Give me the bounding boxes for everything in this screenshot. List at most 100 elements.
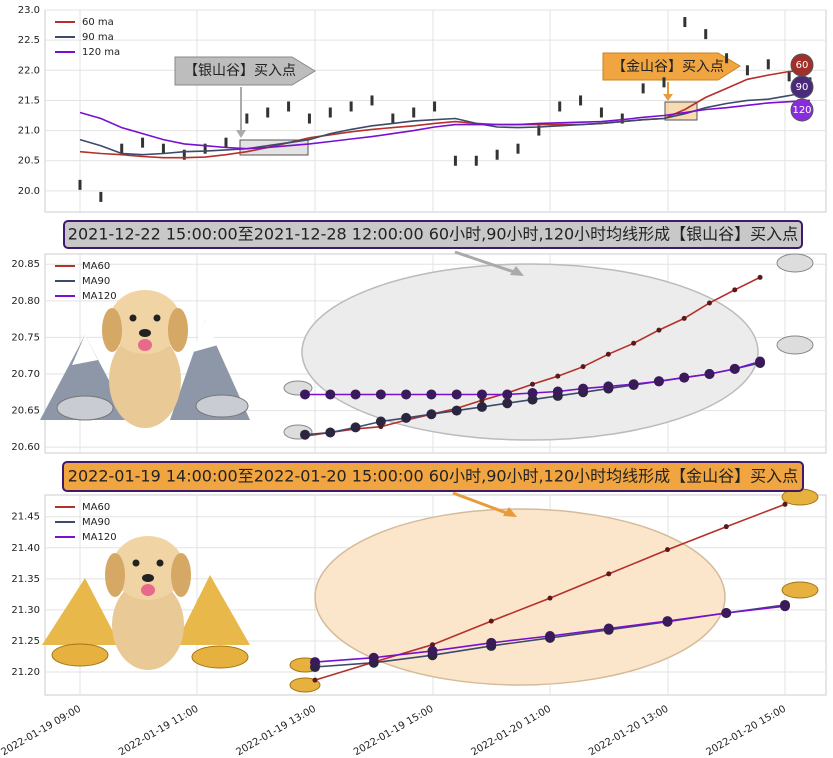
ma-point: [312, 677, 318, 683]
candle: [745, 65, 749, 76]
ma-point: [729, 363, 740, 374]
candle: [182, 149, 186, 160]
candle: [141, 137, 145, 148]
candle: [537, 125, 541, 136]
candle: [579, 95, 583, 106]
candle: [224, 137, 228, 148]
y-tick-label: 21.5: [18, 95, 40, 106]
legend-label: 120 ma: [82, 47, 120, 58]
ma-point: [401, 412, 412, 423]
candle: [453, 155, 457, 166]
legend-label: MA60: [82, 261, 110, 272]
highlight-ellipse: [301, 263, 759, 441]
ma-point: [782, 501, 788, 507]
candle: [641, 83, 645, 94]
ma-point: [545, 630, 555, 641]
candle: [662, 77, 666, 88]
end-badge: [790, 98, 814, 122]
ma-point: [350, 389, 361, 400]
y-tick-label: 20.60: [11, 442, 40, 453]
annotation-box: [174, 56, 316, 86]
candle: [787, 71, 791, 82]
candle: [725, 53, 729, 64]
y-tick-label: 22.0: [18, 65, 40, 76]
ma-line: [79, 69, 811, 159]
end-label: 60: [796, 60, 809, 71]
y-tick-label: 20.85: [11, 259, 40, 270]
ma-point: [578, 383, 589, 394]
y-tick-label: 21.20: [11, 667, 40, 678]
ma-point: [755, 356, 766, 367]
ma-point: [427, 645, 438, 656]
ma-point: [679, 372, 690, 383]
ma-point: [547, 595, 553, 601]
ma-point: [780, 601, 790, 612]
ma-point: [606, 571, 612, 577]
ma-point: [603, 381, 614, 392]
y-tick-label: 22.5: [18, 35, 40, 46]
candle: [704, 29, 708, 40]
x-tick-label: 2022-01-19 09:00: [0, 704, 83, 758]
candle: [474, 155, 478, 166]
candle: [161, 143, 165, 154]
ma-point: [300, 429, 310, 440]
candle: [412, 107, 416, 118]
title-box: [62, 461, 804, 492]
legend-label: MA90: [82, 517, 110, 528]
ma-point: [430, 642, 435, 648]
ma-point: [605, 351, 611, 357]
ma-point: [350, 422, 361, 433]
ma-point: [628, 379, 639, 390]
pointer-arrow: [454, 250, 521, 276]
candle: [99, 191, 103, 202]
ma-point: [375, 416, 386, 427]
candle: [766, 59, 770, 70]
ma-point: [757, 274, 763, 280]
gold-decoration: [42, 488, 819, 693]
candle: [349, 101, 353, 112]
chart-title: 2021-12-22 15:00:00至2021-12-28 12:00:00 …: [68, 225, 798, 244]
legend-label: MA60: [82, 502, 110, 513]
legend-label: 90 ma: [82, 32, 114, 43]
ma-point: [723, 524, 729, 530]
candle: [433, 101, 437, 112]
candle: [683, 17, 687, 28]
y-tick-label: 21.40: [11, 543, 40, 554]
ma-point: [368, 652, 379, 663]
ma-line: [79, 99, 811, 150]
x-tick-label: 2022-01-20 15:00: [704, 704, 788, 758]
ma-point: [325, 427, 336, 438]
ma-point: [721, 608, 732, 619]
ma-point: [665, 547, 670, 553]
ma-point: [451, 389, 462, 400]
ma-point: [530, 381, 536, 387]
ma-point: [375, 389, 386, 400]
y-tick-label: 20.5: [18, 156, 40, 167]
ma-point: [476, 389, 487, 400]
candle: [558, 101, 562, 112]
title-box: [63, 220, 803, 249]
y-tick-label: 20.70: [11, 369, 40, 380]
y-tick-label: 21.30: [11, 605, 40, 616]
ma-point: [486, 637, 497, 648]
legend-label: MA90: [82, 276, 110, 287]
y-tick-label: 21.25: [11, 636, 40, 647]
end-badge: [790, 75, 814, 99]
candle: [266, 107, 270, 118]
ma-point: [706, 300, 712, 306]
annotation-arrow-head: [663, 94, 673, 101]
end-label: 90: [796, 82, 809, 93]
ma-point: [704, 368, 715, 379]
ma-point: [656, 327, 662, 333]
y-tick-label: 20.0: [18, 186, 40, 197]
ma-point: [681, 315, 687, 321]
candle: [370, 95, 374, 106]
ma-point: [653, 376, 664, 387]
x-tick-label: 2022-01-20 13:00: [587, 704, 671, 758]
y-tick-label: 20.80: [11, 296, 40, 307]
candle: [391, 113, 395, 124]
annotation: 【金山谷】买入点: [612, 59, 724, 75]
ma-point: [325, 389, 336, 400]
annotation: 【银山谷】买入点: [184, 63, 296, 79]
candle: [120, 143, 124, 154]
